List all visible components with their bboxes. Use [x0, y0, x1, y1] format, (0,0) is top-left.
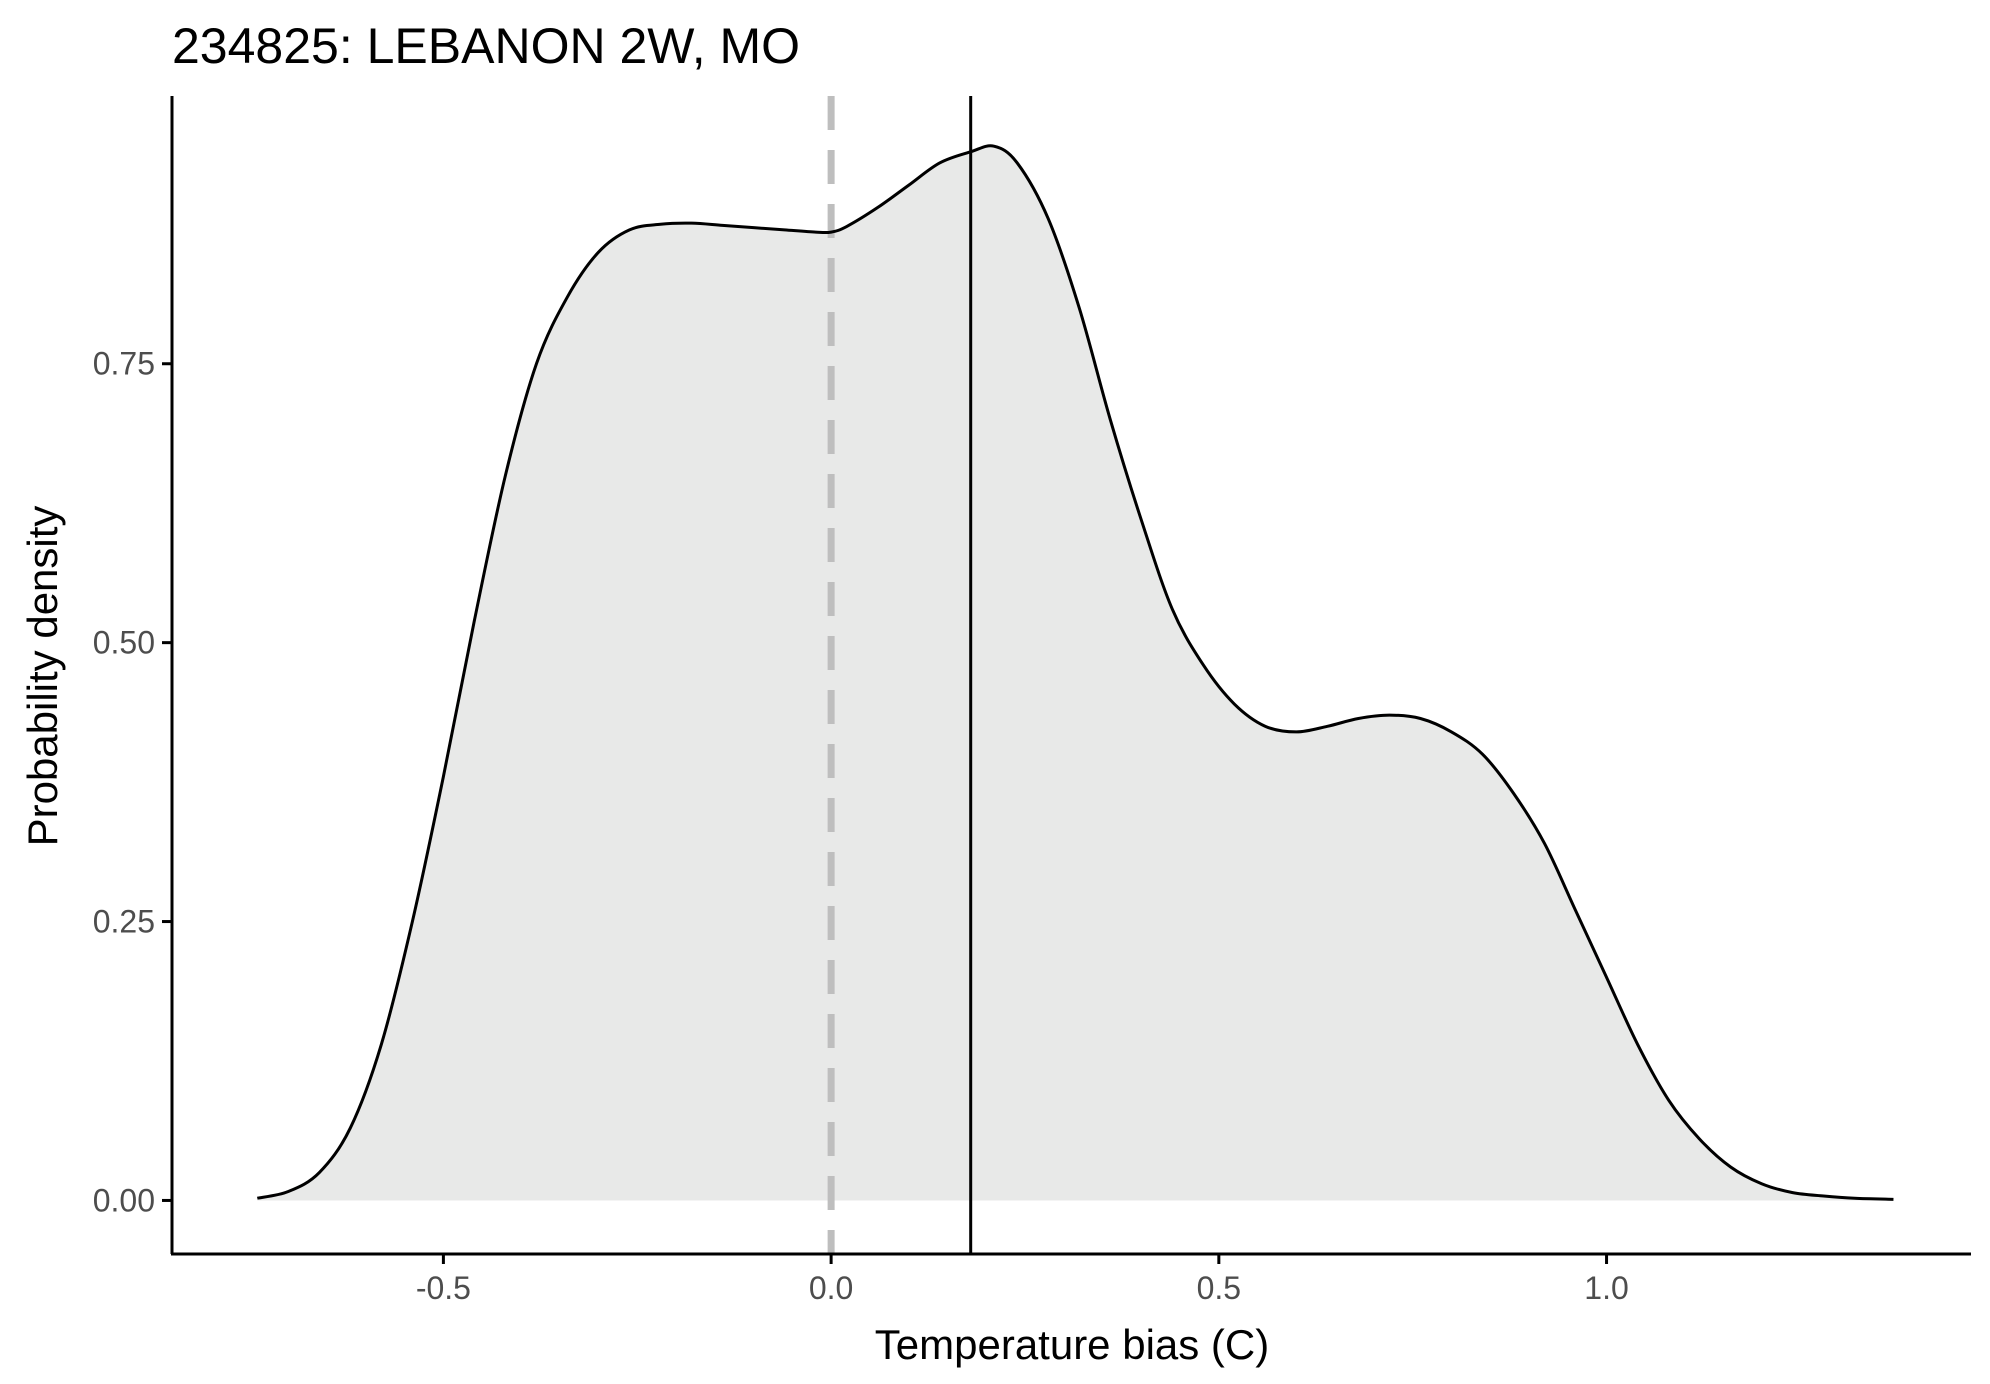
x-axis-ticks: -0.5 0.0 0.5 1.0: [416, 1254, 1629, 1306]
x-tick-label: -0.5: [416, 1270, 471, 1306]
y-tick-label: 0.50: [93, 625, 155, 661]
x-axis-title: Temperature bias (C): [875, 1321, 1269, 1368]
x-tick-label: 0.5: [1197, 1270, 1241, 1306]
y-tick-label: 0.75: [93, 346, 155, 382]
y-tick-label: 0.25: [93, 904, 155, 940]
y-axis-ticks: 0.00 0.25 0.50 0.75: [93, 346, 172, 1218]
x-tick-label: 0.0: [809, 1270, 853, 1306]
plot-area: [256, 96, 1894, 1254]
density-line: [256, 144, 1894, 1201]
chart-title: 234825: LEBANON 2W, MO: [172, 18, 800, 74]
density-area: [257, 145, 1894, 1201]
y-tick-label: 0.00: [93, 1182, 155, 1218]
y-axis-title: Probability density: [19, 506, 66, 847]
x-tick-label: 1.0: [1584, 1270, 1628, 1306]
